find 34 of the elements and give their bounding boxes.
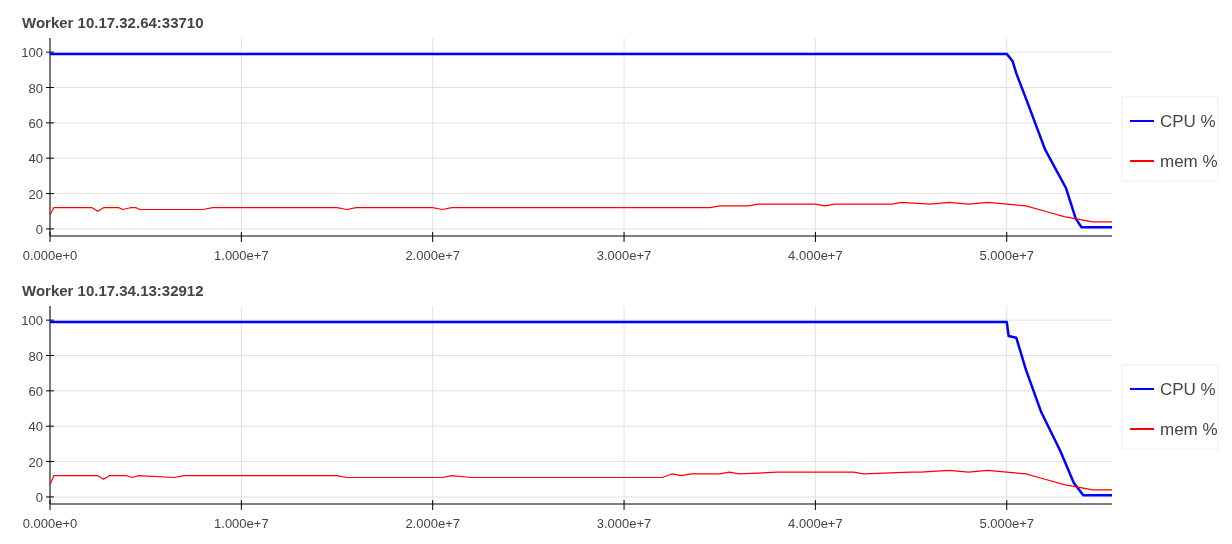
y-tick-label: 100: [21, 45, 43, 61]
x-tick-label: 3.000e+7: [596, 248, 652, 263]
legend-label: mem %: [1160, 152, 1218, 171]
y-tick-label: 60: [28, 383, 43, 399]
y-tick-label: 20: [28, 186, 43, 202]
y-tick-label: 20: [28, 454, 43, 470]
line-series: [48, 320, 1114, 497]
x-tick-label: 2.000e+7: [405, 516, 460, 531]
y-tick-label: 0: [35, 489, 43, 505]
x-tick-label: 1.000e+7: [214, 248, 269, 263]
x-tick-label: 3.000e+7: [596, 516, 652, 531]
x-tick-label: 0.000e+0: [22, 248, 78, 263]
y-tick-label: 40: [28, 419, 43, 435]
line-series: [49, 469, 1113, 491]
x-tick-label: 5.000e+7: [979, 248, 1035, 263]
legend-label: CPU %: [1160, 380, 1216, 399]
y-tick-label: 80: [28, 80, 43, 96]
x-tick-label: 4.000e+7: [788, 248, 843, 263]
y-tick-label: 100: [21, 313, 43, 329]
y-tick-label: 40: [28, 151, 43, 167]
line-series: [48, 52, 1114, 229]
x-tick-label: 5.000e+7: [979, 516, 1035, 531]
x-tick-label: 2.000e+7: [405, 248, 460, 263]
chart-title: Worker 10.17.32.64:33710: [22, 14, 204, 31]
x-tick-label: 1.000e+7: [214, 516, 269, 531]
y-tick-label: 0: [35, 221, 43, 237]
chart-title: Worker 10.17.34.13:32912: [22, 282, 204, 299]
legend-label: CPU %: [1160, 112, 1216, 131]
x-tick-label: 0.000e+0: [22, 516, 78, 531]
y-tick-label: 80: [28, 348, 43, 364]
legend-label: mem %: [1160, 420, 1218, 439]
y-tick-label: 60: [28, 115, 43, 131]
x-tick-label: 4.000e+7: [788, 516, 843, 531]
line-series: [49, 201, 1113, 223]
